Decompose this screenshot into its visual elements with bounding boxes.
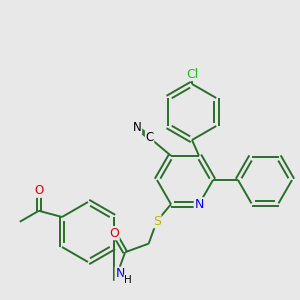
Text: O: O [34, 184, 44, 197]
Text: N: N [115, 267, 124, 280]
Text: S: S [153, 214, 161, 228]
Text: H: H [124, 275, 132, 285]
Text: N: N [133, 121, 142, 134]
Text: Cl: Cl [186, 68, 198, 80]
Text: C: C [146, 131, 154, 144]
Text: N: N [194, 198, 204, 211]
Text: O: O [109, 227, 119, 240]
